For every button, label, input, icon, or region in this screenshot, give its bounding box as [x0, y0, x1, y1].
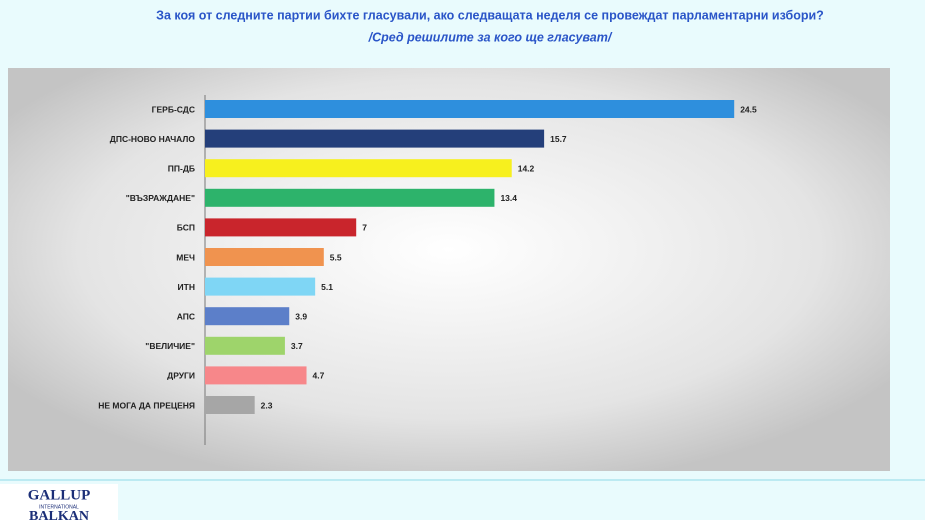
bar: [205, 218, 357, 237]
category-label: БСП: [177, 223, 195, 233]
value-label: 3.9: [295, 311, 307, 321]
value-label: 5.5: [330, 252, 342, 262]
logo-box: [0, 484, 118, 520]
category-label: "ВЕЛИЧИЕ": [145, 341, 195, 351]
bar: [205, 366, 307, 385]
category-label: ГЕРБ-СДС: [152, 104, 195, 114]
value-label: 15.7: [550, 134, 567, 144]
category-label: ДРУГИ: [167, 371, 195, 381]
bar: [205, 188, 495, 207]
value-label: 24.5: [740, 104, 757, 114]
plot-panel: [8, 68, 890, 471]
bar: [205, 159, 512, 178]
value-label: 4.7: [313, 371, 325, 381]
bar: [205, 129, 545, 148]
value-label: 2.3: [261, 400, 273, 410]
bar: [205, 248, 324, 266]
bar: [205, 100, 735, 118]
value-label: 14.2: [518, 163, 535, 173]
logo-text: BALKAN: [29, 509, 89, 520]
chart-title: За коя от следните партии бихте гласувал…: [156, 8, 824, 22]
logo-text: INTERNATIONAL: [39, 504, 79, 510]
category-label: ПП-ДБ: [168, 163, 195, 173]
chart-subtitle: /Сред решилите за кого ще гласуват/: [368, 30, 613, 44]
category-label: АПС: [177, 311, 195, 321]
value-label: 7: [362, 223, 367, 233]
bar: [205, 277, 316, 296]
value-label: 13.4: [500, 193, 517, 203]
bar: [205, 336, 285, 355]
category-label: НЕ МОГА ДА ПРЕЦЕНЯ: [98, 400, 195, 410]
category-label: ИТН: [178, 282, 195, 292]
bar: [205, 396, 255, 414]
category-label: "ВЪЗРАЖДАНЕ": [126, 193, 195, 203]
category-label: ДПС-НОВО НАЧАЛО: [110, 134, 196, 144]
value-label: 3.7: [291, 341, 303, 351]
bar: [205, 307, 290, 326]
value-label: 5.1: [321, 282, 333, 292]
logo-text: GALLUP: [28, 487, 91, 503]
category-label: МЕЧ: [176, 252, 195, 262]
